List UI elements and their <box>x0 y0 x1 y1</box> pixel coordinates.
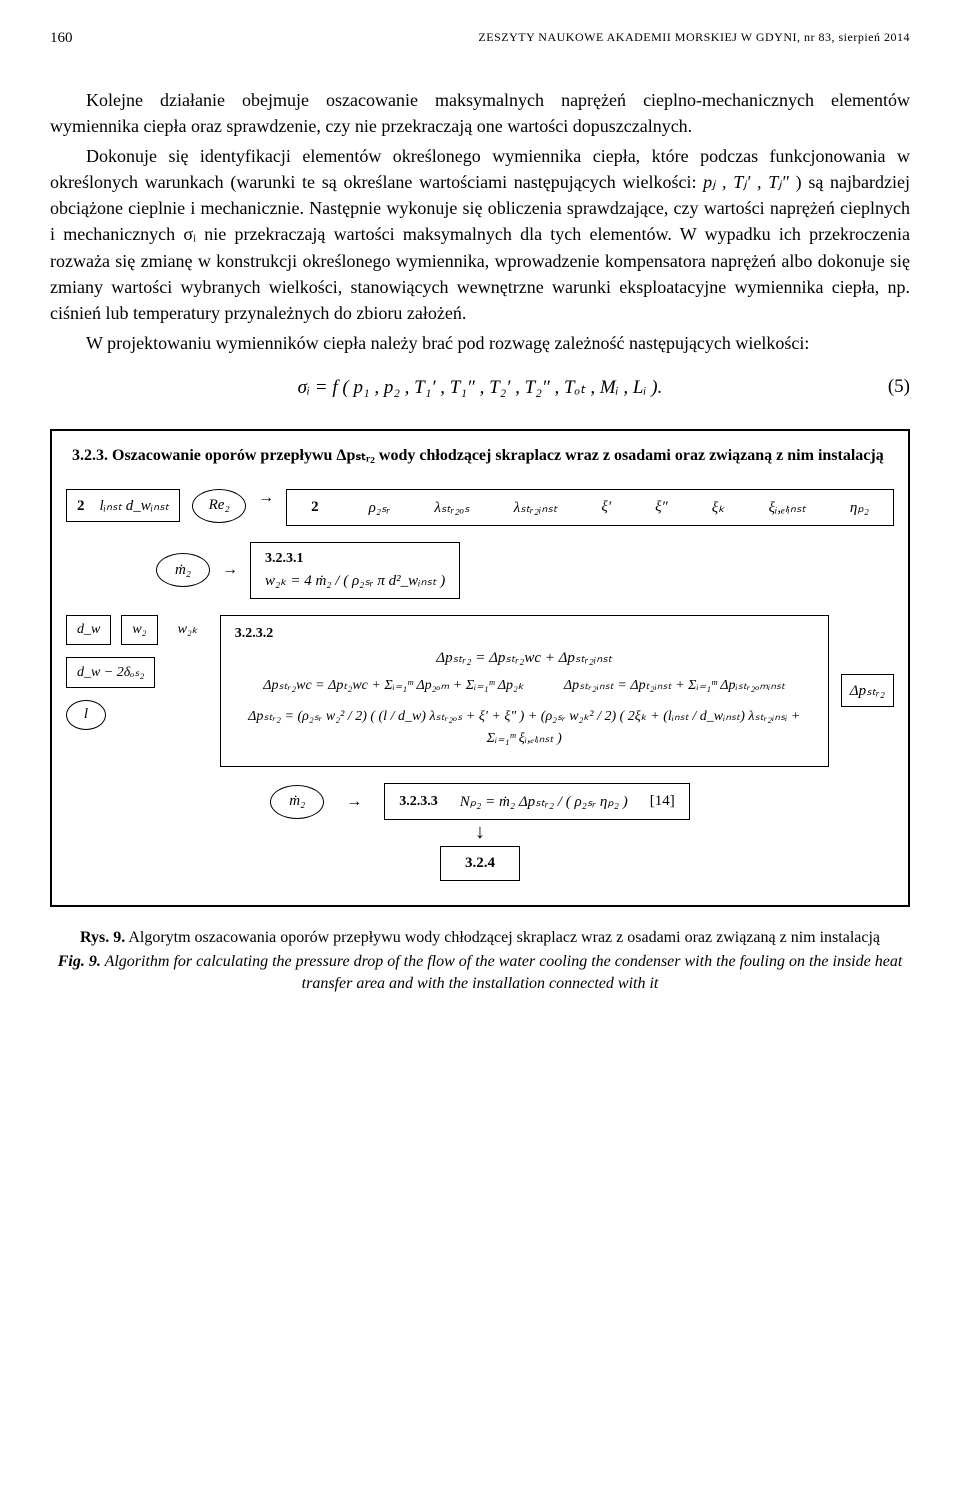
figure-caption-pl: Rys. 9. Algorytm oszacowania oporów prze… <box>50 929 910 947</box>
re2-circle: Re₂ <box>192 489 246 523</box>
block-3232-eq-top: Δpₛₜᵣ₂ = Δpₛₜᵣ₂wc + Δpₛₜᵣ₂ᵢₙₛₜ <box>235 648 814 667</box>
arrow-right-icon: → <box>258 489 274 507</box>
caption-en-text: Algorithm for calculating the pressure d… <box>105 953 903 992</box>
block-3233-num: 3.2.3.3 <box>399 794 438 810</box>
w2k-label: w₂ₖ <box>168 615 208 644</box>
caption-en-lead: Fig. 9. <box>58 953 101 970</box>
page-header: 160 ZESZYTY NAUKOWE AKADEMII MORSKIEJ W … <box>50 30 910 47</box>
param-7: ηₚ₂ <box>850 498 869 517</box>
equation-5: σᵢ = f ( p₁ , p₂ , T₁′ , T₁″ , T₂′ , T₂″… <box>50 376 910 399</box>
param-2: λₛₜᵣ₂ᵢₙₛₜ <box>514 498 558 517</box>
final-box-324: 3.2.4 <box>440 846 520 881</box>
p2-part-b: ) są najbardziej obciążone cieplnie i me… <box>50 172 910 322</box>
input-box-lead: 2 <box>77 498 85 514</box>
w2-box: w₂ <box>121 615 157 645</box>
block-3231-formula: w₂ₖ = 4 ṁ₂ / ( ρ₂ₛᵣ π d²_wᵢₙₛₜ ) <box>265 571 445 590</box>
diagram-row-4: ṁ₂ → 3.2.3.3 Nₚ₂ = ṁ₂ Δpₛₜᵣ₂ / ( ρ₂ₛᵣ ηₚ… <box>66 783 894 820</box>
diagram-row-2: ṁ₂ → 3.2.3.1 w₂ₖ = 4 ṁ₂ / ( ρ₂ₛᵣ π d²_wᵢ… <box>156 542 894 599</box>
block-3232-eq-full: Δpₛₜᵣ₂ = (ρ₂ₛᵣ w₂² / 2) ( (l / d_w) λₛₜᵣ… <box>235 706 814 751</box>
diagram-row-3: d_w w₂ w₂ₖ d_w − 2δₒₛ₂ l 3.2.3.2 Δpₛₜᵣ₂ … <box>66 615 894 768</box>
page-number: 160 <box>50 30 73 47</box>
arrow-right-icon: → <box>346 793 362 811</box>
param-3: ξ′ <box>601 499 611 516</box>
l-circle: l <box>66 700 106 730</box>
equation-number: (5) <box>888 376 910 398</box>
figure-caption-en: Fig. 9. Algorithm for calculating the pr… <box>50 951 910 994</box>
block-3231: 3.2.3.1 w₂ₖ = 4 ṁ₂ / ( ρ₂ₛᵣ π d²_wᵢₙₛₜ ) <box>250 542 460 599</box>
algorithm-diagram: 3.2.3. Oszacowanie oporów przepływu Δpₛₜ… <box>50 429 910 907</box>
arrow-down-icon: ↓ <box>66 822 894 842</box>
journal-title: ZESZYTY NAUKOWE AKADEMII MORSKIEJ W GDYN… <box>478 30 910 47</box>
caption-pl-text: Algorytm oszacowania oporów przepływu wo… <box>128 929 880 946</box>
block-3233: 3.2.3.3 Nₚ₂ = ṁ₂ Δpₛₜᵣ₂ / ( ρ₂ₛᵣ ηₚ₂ ) [… <box>384 783 689 820</box>
param-5: ξₖ <box>712 498 725 517</box>
block-3232-eq-grid: Δpₛₜᵣ₂wc = Δpₜ₂wc + Σᵢ₌₁ᵐ Δp₂ₒₘ + Σᵢ₌₁ᵐ … <box>235 677 814 694</box>
diagram-title: 3.2.3. Oszacowanie oporów przepływu Δpₛₜ… <box>66 445 894 467</box>
paragraph-2: Dokonuje się identyfikacji elementów okr… <box>50 143 910 326</box>
paragraph-1: Kolejne działanie obejmuje oszacowanie m… <box>50 87 910 139</box>
param-0: ρ₂ₛᵣ <box>369 498 391 517</box>
paragraph-3: W projektowaniu wymienników ciepła należ… <box>50 330 910 356</box>
diagram-row-top: 2 lᵢₙₛₜ d_wᵢₙₛₜ Re₂ → 2 ρ₂ₛᵣ λₛₜᵣ₂ₒₛ λₛₜ… <box>66 489 894 526</box>
block-3233-formula: Nₚ₂ = ṁ₂ Δpₛₜᵣ₂ / ( ρ₂ₛᵣ ηₚ₂ ) <box>460 792 628 811</box>
block-3232-num: 3.2.3.2 <box>235 626 814 642</box>
arrow-right-icon: → <box>222 561 238 579</box>
dp-str2-box: Δpₛₜᵣ₂ <box>841 674 894 707</box>
block-3231-num: 3.2.3.1 <box>265 551 445 567</box>
param-row-lead: 2 <box>311 499 325 516</box>
param-1: λₛₜᵣ₂ₒₛ <box>434 498 469 517</box>
input-box-items: lᵢₙₛₜ d_wᵢₙₛₜ <box>100 498 170 514</box>
block-3232: 3.2.3.2 Δpₛₜᵣ₂ = Δpₛₜᵣ₂wc + Δpₛₜᵣ₂ᵢₙₛₜ Δ… <box>220 615 829 768</box>
side-inputs: d_w w₂ w₂ₖ d_w − 2δₒₛ₂ l <box>66 615 208 730</box>
p2-symbols: pⱼ , Tⱼ′ , Tⱼ″ <box>703 172 789 192</box>
param-4: ξ″ <box>655 499 668 516</box>
param-6: ξᵢ,ₑₗᵢₙₛₜ <box>769 498 806 517</box>
dw-box: d_w <box>66 615 111 645</box>
m2-circle-2: ṁ₂ <box>270 785 324 819</box>
equation-text: σᵢ = f ( p₁ , p₂ , T₁′ , T₁″ , T₂′ , T₂″… <box>298 376 663 399</box>
param-row-box: 2 ρ₂ₛᵣ λₛₜᵣ₂ₒₛ λₛₜᵣ₂ᵢₙₛₜ ξ′ ξ″ ξₖ ξᵢ,ₑₗᵢ… <box>286 489 894 526</box>
dw-os-box: d_w − 2δₒₛ₂ <box>66 657 155 688</box>
block-3232-eq-right: Δpₛₜᵣ₂ᵢₙₛₜ = Δpₜ₂ᵢₙₛₜ + Σᵢ₌₁ᵐ Δpᵢₛₜᵣ₂ₒₘᵢ… <box>564 677 785 694</box>
input-box-2: 2 lᵢₙₛₜ d_wᵢₙₛₜ <box>66 489 180 522</box>
block-3233-ref: [14] <box>650 793 675 810</box>
m2-circle-1: ṁ₂ <box>156 553 210 587</box>
caption-pl-lead: Rys. 9. <box>80 929 125 946</box>
block-3232-eq-left: Δpₛₜᵣ₂wc = Δpₜ₂wc + Σᵢ₌₁ᵐ Δp₂ₒₘ + Σᵢ₌₁ᵐ … <box>263 677 524 694</box>
